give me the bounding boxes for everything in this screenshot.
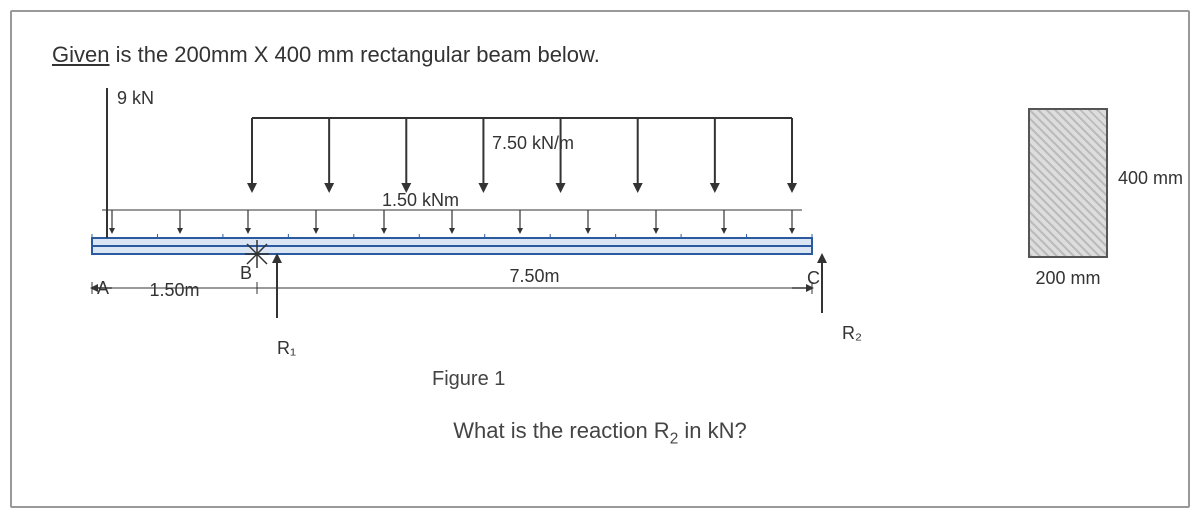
point-b-label: B <box>240 263 252 284</box>
distributed-load-label: 7.50 kN/m <box>492 133 574 154</box>
question-text: What is the reaction R2 in kN? <box>52 418 1148 448</box>
cross-section-width: 200 mm <box>1028 268 1108 289</box>
title-underline: Given <box>52 42 109 67</box>
reaction-r1-label: R₁ <box>277 338 296 359</box>
point-c-label: C <box>807 268 820 289</box>
question-sub: 2 <box>670 430 679 447</box>
beam-diagram: 9 kN 7.50 kN/m 1.50 kNm A B C 1.50m 7.50… <box>52 88 1148 408</box>
reaction-r2-label: R₂ <box>842 323 862 344</box>
dimension-1: 1.50m <box>150 280 200 301</box>
moment-label: 1.50 kNm <box>382 190 459 211</box>
question-suffix: in kN? <box>678 418 746 443</box>
problem-title: Given is the 200mm X 400 mm rectangular … <box>52 42 1148 68</box>
question-prefix: What is the reaction R <box>453 418 669 443</box>
point-load-label: 9 kN <box>117 88 154 109</box>
title-rest: is the 200mm X 400 mm rectangular beam b… <box>109 42 599 67</box>
point-a-label: A <box>97 278 109 299</box>
figure-caption: Figure 1 <box>432 368 505 391</box>
cross-section-height: 400 mm <box>1118 168 1183 189</box>
diagram-svg <box>52 88 872 398</box>
cross-section: 200 mm 400 mm <box>1028 108 1108 258</box>
dimension-2: 7.50m <box>510 266 560 287</box>
cross-section-rect <box>1028 108 1108 258</box>
